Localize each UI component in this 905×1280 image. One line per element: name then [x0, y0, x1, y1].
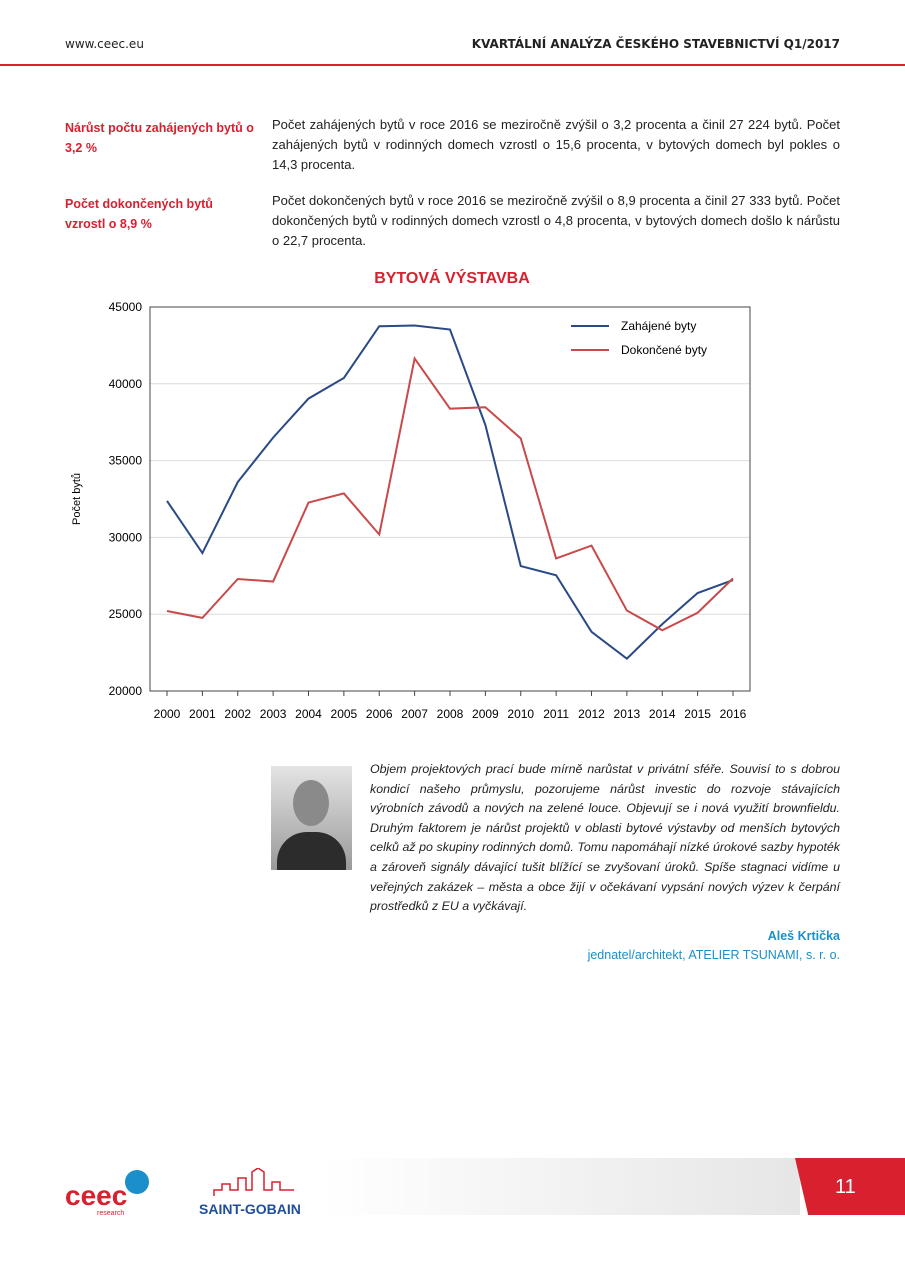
y-tick-label: 40000 — [109, 377, 143, 391]
x-tick-label: 2016 — [720, 707, 747, 721]
x-tick-label: 2002 — [224, 707, 251, 721]
legend-label: Zahájené byty — [621, 319, 696, 333]
section-heading: Počet dokončených bytů vzrostl o 8,9 % — [65, 197, 213, 231]
x-tick-label: 2005 — [331, 707, 358, 721]
x-tick-label: 2008 — [437, 707, 464, 721]
quote-text: Objem projektových prací bude mírně narů… — [370, 762, 840, 914]
legend-label: Dokončené byty — [621, 343, 707, 357]
x-tick-label: 2000 — [154, 707, 181, 721]
data-line — [166, 324, 734, 660]
saint-gobain-mark — [213, 1168, 294, 1196]
y-tick-label: 35000 — [109, 454, 143, 468]
quote-role: jednatel/architekt, ATELIER TSUNAMI, s. … — [587, 948, 840, 962]
footer-band — [320, 1158, 800, 1215]
site-url: www.ceec.eu — [65, 37, 144, 51]
x-tick-label: 2004 — [295, 707, 322, 721]
page-number: 11 — [835, 1176, 856, 1198]
saint-gobain-logo: SAINT-GOBAIN — [199, 1201, 301, 1217]
header-title: KVARTÁLNÍ ANALÝZA ČESKÉHO STAVEBNICTVÍ Q… — [471, 37, 840, 51]
y-tick-label: 25000 — [109, 607, 143, 621]
section-text: Počet dokončených bytů v roce 2016 se me… — [272, 193, 840, 248]
chart-title: BYTOVÁ VÝSTAVBA — [374, 268, 530, 287]
quote-author: Aleš Krtička — [767, 929, 840, 943]
x-tick-label: 2014 — [649, 707, 676, 721]
ceec-logo: ceec — [65, 1180, 128, 1211]
y-tick-label: 30000 — [109, 530, 143, 544]
plot-frame — [149, 306, 751, 692]
y-tick-label: 45000 — [109, 300, 143, 314]
header-rule — [0, 64, 905, 66]
x-tick-label: 2006 — [366, 707, 393, 721]
page-box — [795, 1158, 905, 1215]
x-tick-label: 2013 — [614, 707, 641, 721]
chart: BYTOVÁ VÝSTAVBA Počet bytů 20000 25000 300… — [71, 268, 751, 721]
y-tick-label: 20000 — [109, 684, 143, 698]
x-tick-label: 2011 — [543, 707, 569, 721]
x-tick-label: 2010 — [507, 707, 534, 721]
data-line — [166, 355, 734, 632]
portrait-photo — [271, 766, 352, 870]
section-heading: Nárůst počtu zahájených bytů o 3,2 % — [65, 121, 254, 155]
y-axis-label: Počet bytů — [71, 473, 83, 525]
ceec-logo-sub: research — [97, 1210, 125, 1217]
ceec-logo-icon — [125, 1170, 149, 1194]
section-text: Počet zahájených bytů v roce 2016 se mez… — [272, 117, 840, 172]
x-tick-label: 2007 — [401, 707, 428, 721]
x-tick-label: 2015 — [684, 707, 711, 721]
x-tick-label: 2003 — [260, 707, 287, 721]
x-tick-label: 2012 — [578, 707, 605, 721]
x-tick-label: 2009 — [472, 707, 499, 721]
x-tick-label: 2001 — [189, 707, 216, 721]
